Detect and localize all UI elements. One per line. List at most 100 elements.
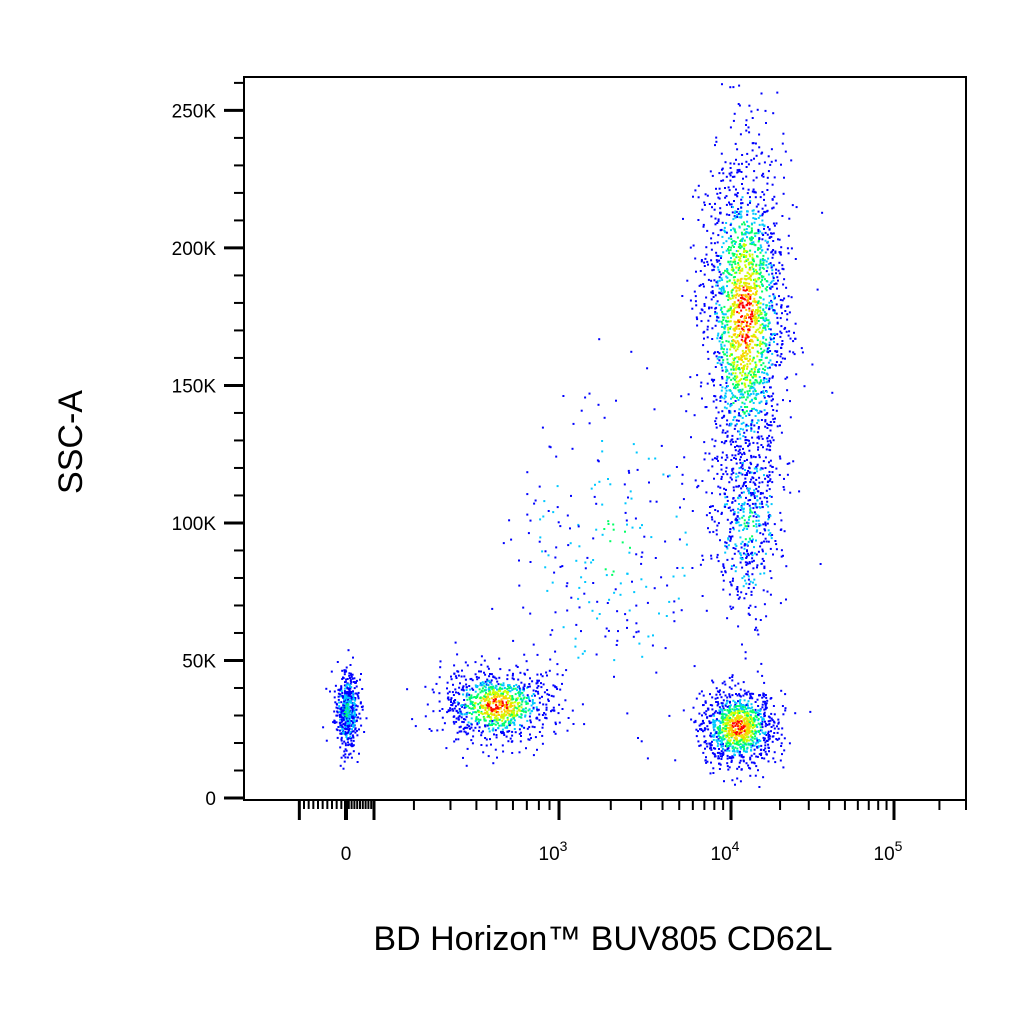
event-dot	[746, 712, 749, 715]
event-dot	[784, 709, 787, 712]
event-dot	[502, 750, 505, 753]
event-dot	[767, 155, 770, 158]
event-dot	[741, 464, 744, 467]
event-dot	[757, 722, 760, 725]
event-dot	[742, 756, 745, 759]
event-dot	[342, 704, 345, 707]
event-dot	[734, 754, 736, 757]
event-dot	[345, 726, 348, 728]
event-dot	[746, 365, 749, 368]
event-dot	[780, 305, 783, 308]
event-dot	[726, 419, 729, 422]
event-dot	[749, 515, 752, 518]
event-dot	[350, 742, 353, 745]
event-dot	[695, 304, 698, 307]
event-dot	[536, 690, 539, 693]
event-dot	[743, 330, 746, 333]
event-dot	[779, 602, 782, 605]
event-dot	[766, 440, 769, 443]
event-dot	[463, 675, 466, 678]
event-dot	[349, 664, 352, 666]
event-dot	[721, 704, 724, 707]
event-dot	[741, 705, 744, 708]
event-dot	[432, 691, 435, 694]
event-dot	[755, 304, 758, 306]
event-dot	[514, 687, 517, 690]
event-dot	[687, 393, 690, 396]
event-dot	[541, 695, 543, 698]
event-dot	[762, 390, 765, 393]
event-dot	[768, 347, 770, 349]
event-dot	[730, 241, 733, 244]
event-dot	[762, 309, 765, 312]
event-dot	[710, 516, 713, 519]
event-dot	[738, 327, 741, 330]
event-dot	[789, 491, 792, 494]
event-dot	[751, 407, 754, 410]
event-dot	[492, 693, 495, 696]
event-dot	[726, 499, 729, 502]
event-dot	[354, 731, 357, 734]
event-dot	[457, 674, 460, 677]
event-dot	[710, 378, 713, 381]
event-dot	[743, 453, 746, 455]
event-dot	[760, 343, 763, 345]
event-dot	[714, 307, 717, 310]
event-dot	[446, 692, 449, 695]
event-dot	[342, 713, 345, 716]
event-dot	[450, 697, 453, 700]
event-dot	[733, 272, 736, 274]
event-dot	[757, 633, 760, 636]
event-dot	[748, 727, 751, 730]
event-dot	[733, 347, 736, 350]
event-dot	[720, 337, 723, 340]
event-dot	[726, 430, 729, 433]
event-dot	[722, 319, 725, 321]
event-dot	[747, 372, 750, 375]
event-dot	[748, 442, 751, 445]
event-dot	[460, 716, 463, 719]
event-dot	[580, 409, 583, 412]
event-dot	[702, 722, 705, 725]
event-dot	[513, 728, 516, 730]
event-dot	[753, 497, 756, 499]
event-dot	[729, 203, 731, 206]
event-dot	[767, 240, 769, 243]
event-dot	[745, 496, 747, 499]
event-dot	[451, 708, 454, 711]
event-dot	[733, 112, 736, 115]
event-dot	[752, 217, 755, 220]
event-dot	[763, 565, 766, 568]
event-dot	[503, 724, 506, 727]
event-dot	[705, 761, 708, 764]
event-dot	[764, 420, 767, 423]
event-dot	[759, 266, 762, 269]
event-dot	[740, 746, 743, 748]
event-dot	[479, 684, 482, 687]
event-dot	[737, 475, 740, 478]
event-dot	[757, 719, 760, 722]
event-dot	[466, 747, 469, 750]
event-dot	[502, 692, 504, 695]
event-dot	[730, 710, 732, 713]
event-dot	[552, 684, 555, 687]
event-dot	[738, 484, 741, 487]
event-dot	[715, 718, 718, 721]
event-dot	[717, 739, 720, 742]
event-dot	[689, 376, 692, 379]
event-dot	[741, 416, 744, 419]
event-dot	[508, 709, 511, 712]
event-dot	[725, 240, 728, 243]
event-dot	[743, 522, 746, 525]
event-dot	[711, 708, 714, 711]
event-dot	[520, 731, 522, 734]
event-dot	[744, 275, 747, 277]
event-dot	[724, 392, 727, 395]
event-dot	[344, 698, 347, 701]
event-dot	[499, 683, 502, 686]
event-dot	[461, 669, 463, 672]
event-dot	[490, 683, 493, 686]
event-dot	[740, 709, 743, 712]
event-dot	[571, 709, 574, 712]
event-dot	[764, 324, 767, 327]
